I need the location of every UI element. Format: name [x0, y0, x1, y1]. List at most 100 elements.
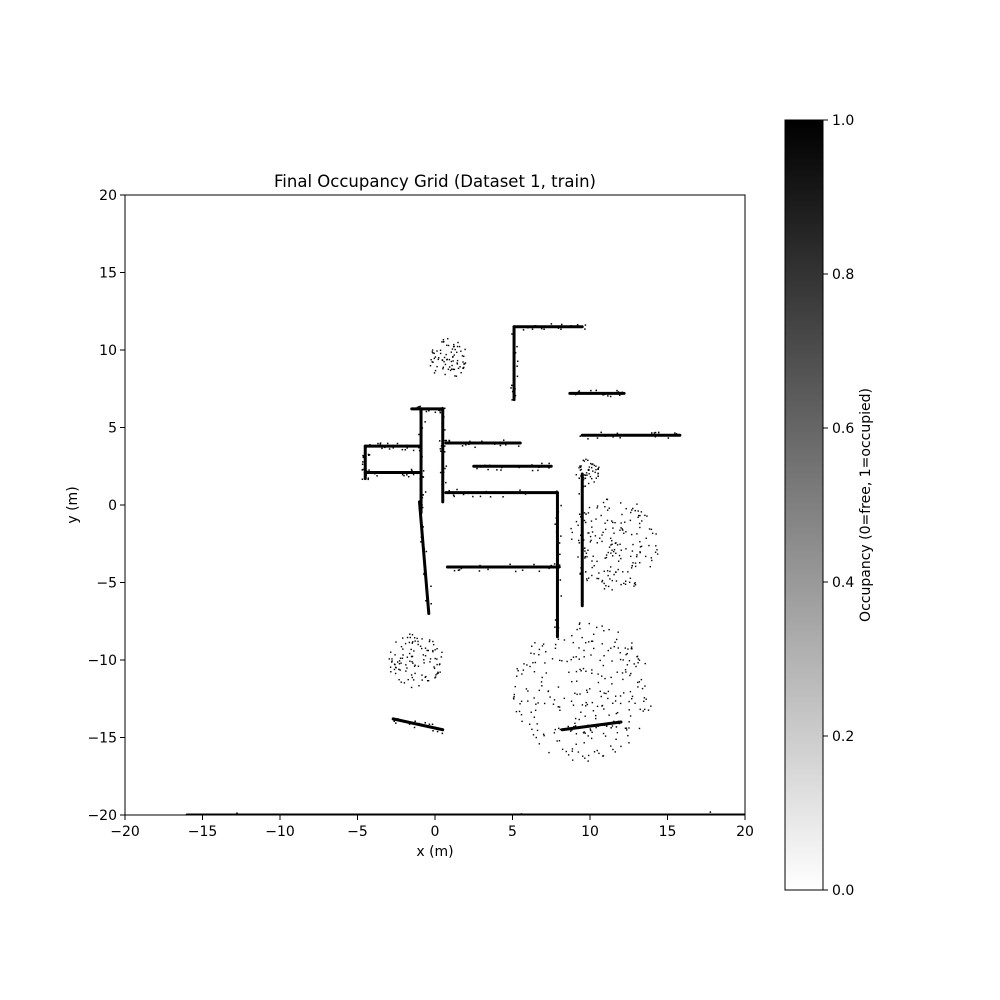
occupied-cell: [655, 545, 657, 547]
scan-speckle: [411, 722, 413, 725]
occupied-cell: [443, 356, 446, 359]
occupied-cell: [575, 520, 578, 523]
occupied-cell: [437, 671, 439, 674]
scan-speckle: [584, 521, 587, 524]
occupied-cell: [433, 352, 435, 355]
occupied-cell: [446, 344, 448, 347]
occupied-cell: [597, 673, 599, 675]
occupied-cell: [607, 697, 609, 700]
occupied-cell: [577, 751, 580, 753]
occupied-cell: [612, 527, 614, 529]
scan-speckle: [664, 813, 667, 815]
scan-speckle: [474, 446, 476, 449]
occupied-cell: [589, 535, 592, 538]
occupied-cell: [629, 577, 632, 580]
scan-speckle: [479, 466, 482, 468]
occupied-cell: [543, 734, 545, 737]
occupied-cell: [516, 668, 518, 670]
occupied-cell: [601, 643, 603, 645]
occupied-cell: [634, 582, 636, 584]
scan-speckle: [557, 579, 559, 582]
occupied-cell: [393, 668, 396, 671]
scan-speckle: [533, 563, 535, 566]
occupied-cell: [538, 648, 541, 651]
scan-speckle: [369, 444, 371, 446]
scan-speckle: [436, 730, 439, 733]
scan-speckle: [439, 448, 442, 450]
occupied-cell: [452, 368, 454, 371]
occupied-cell: [394, 663, 396, 666]
occupied-cell: [436, 648, 438, 650]
occupied-cell: [631, 642, 633, 644]
scan-speckle: [421, 496, 424, 499]
occupied-cell: [619, 543, 621, 545]
scan-speckle: [604, 435, 607, 437]
y-tick-label: −10: [87, 653, 117, 669]
occupied-cell: [578, 647, 580, 649]
occupied-cell: [551, 658, 554, 660]
occupied-cell: [585, 472, 588, 474]
occupied-cell: [586, 691, 589, 694]
occupied-cell: [571, 748, 574, 750]
scan-speckle: [569, 730, 572, 732]
y-tick-label: 15: [99, 266, 117, 282]
occupied-cell: [423, 662, 425, 664]
occupied-cell: [626, 652, 628, 655]
occupied-cell: [451, 348, 454, 350]
occupied-cell: [590, 466, 593, 469]
scan-speckle: [555, 531, 558, 533]
occupied-cell: [603, 630, 605, 632]
occupied-cell: [517, 670, 519, 672]
occupied-cell: [615, 571, 617, 573]
scan-speckle: [579, 573, 581, 575]
occupied-cell: [628, 721, 630, 723]
occupied-cell: [535, 736, 537, 739]
occupied-cell: [583, 474, 586, 476]
occupied-cell: [571, 538, 573, 540]
x-tick-label: −20: [110, 824, 140, 840]
occupied-cell: [626, 664, 629, 666]
scan-speckle: [574, 393, 577, 396]
occupied-cell: [633, 663, 635, 665]
scan-speckle: [430, 602, 432, 605]
occupied-cell: [436, 365, 438, 368]
occupied-cell: [440, 656, 443, 658]
scan-speckle: [444, 445, 446, 447]
occupied-cell: [589, 728, 591, 730]
occupied-cell: [614, 542, 617, 545]
x-tick-label: 15: [659, 824, 677, 840]
occupied-cell: [602, 732, 605, 735]
occupied-cell: [583, 742, 585, 744]
scan-speckle: [548, 462, 550, 465]
occupied-cell: [596, 560, 598, 563]
occupied-cell: [395, 641, 397, 643]
occupied-cell: [604, 528, 607, 531]
scan-speckle: [472, 495, 474, 498]
scan-speckle: [403, 472, 406, 474]
scan-speckle: [367, 478, 369, 481]
occupied-cell: [635, 665, 637, 668]
occupied-cell: [611, 543, 613, 545]
occupied-cell: [565, 750, 568, 753]
scan-speckle: [558, 818, 560, 820]
occupied-cell: [598, 466, 600, 469]
occupied-cell: [427, 680, 430, 682]
occupied-cell: [571, 680, 573, 683]
occupied-cell: [593, 751, 596, 753]
scan-speckle: [458, 569, 461, 571]
occupied-cell: [406, 636, 409, 639]
scan-speckle: [421, 506, 424, 509]
occupied-cell: [520, 700, 523, 703]
scan-speckle: [609, 395, 612, 398]
occupied-cell: [449, 369, 452, 372]
scan-speckle: [531, 469, 534, 472]
occupied-cell: [426, 649, 428, 652]
occupied-cell: [584, 715, 586, 717]
scan-speckle: [557, 526, 559, 529]
occupied-cell: [439, 352, 442, 355]
occupied-cell: [538, 653, 540, 656]
occupied-cell: [405, 664, 407, 666]
scan-speckle: [488, 464, 491, 467]
scan-speckle: [589, 729, 592, 732]
scan-speckle: [422, 525, 424, 528]
